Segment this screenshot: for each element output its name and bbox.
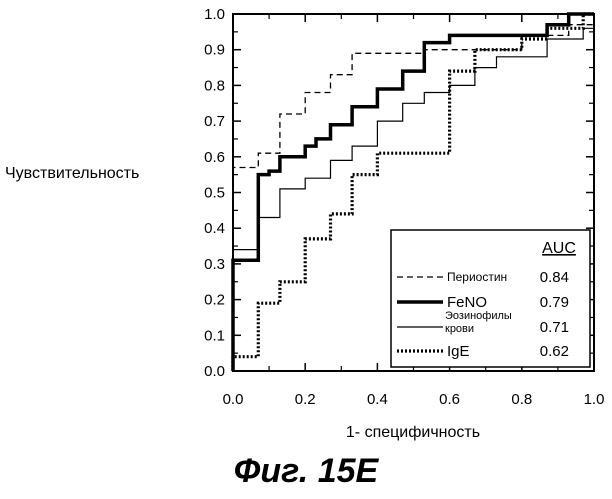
y-tick-label: 0.7: [204, 113, 225, 130]
x-tick-label: 1.0: [584, 391, 605, 408]
legend: AUC Периостин 0.84 FeNO 0.79 Эозинофилы …: [391, 230, 590, 367]
x-tick-label: 0.4: [367, 391, 388, 408]
x-axis-title: 1- специфичность: [346, 424, 480, 441]
x-tick-label: 0.0: [223, 391, 244, 408]
y-axis-tick-labels: 0.0 0.1 0.2 0.3 0.4 0.5 0.6 0.7 0.8 0.9 1.0: [204, 6, 225, 380]
x-tick-label: 0.6: [439, 391, 460, 408]
legend-auc-eosinophils: 0.71: [540, 319, 569, 336]
y-axis-title: Чувствительность: [5, 165, 139, 182]
legend-auc-feno: 0.79: [540, 294, 569, 311]
y-tick-label: 0.0: [204, 363, 225, 380]
legend-label-eosinophils-box: Эозинофилы крови: [445, 310, 525, 344]
y-tick-label: 0.1: [204, 327, 225, 344]
y-tick-label: 1.0: [204, 6, 225, 23]
legend-auc-ige: 0.62: [540, 343, 569, 360]
y-tick-label: 0.2: [204, 292, 225, 309]
x-axis-tick-labels: 0.0 0.2 0.4 0.6 0.8 1.0: [223, 391, 605, 408]
y-tick-label: 0.3: [204, 256, 225, 273]
figure-caption: Фиг. 15E: [0, 452, 612, 491]
legend-label-ige: IgE: [447, 343, 470, 360]
y-tick-label: 0.8: [204, 77, 225, 94]
legend-header-auc: AUC: [542, 240, 576, 257]
legend-label-eosinophils: Эозинофилы крови: [445, 310, 517, 336]
y-tick-label: 0.6: [204, 149, 225, 166]
y-tick-label: 0.5: [204, 185, 225, 202]
legend-label-feno: FeNO: [447, 294, 487, 311]
legend-auc-periostin: 0.84: [540, 269, 569, 286]
legend-label-periostin: Периостин: [447, 270, 507, 284]
x-tick-label: 0.2: [295, 391, 316, 408]
x-tick-label: 0.8: [511, 391, 532, 408]
y-tick-label: 0.9: [204, 42, 225, 59]
y-tick-label: 0.4: [204, 220, 225, 237]
